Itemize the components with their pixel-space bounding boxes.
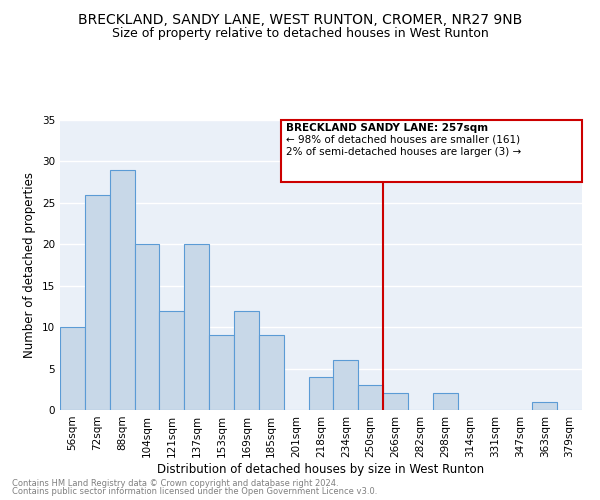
Text: Contains public sector information licensed under the Open Government Licence v3: Contains public sector information licen…	[12, 487, 377, 496]
Text: BRECKLAND, SANDY LANE, WEST RUNTON, CROMER, NR27 9NB: BRECKLAND, SANDY LANE, WEST RUNTON, CROM…	[78, 12, 522, 26]
Bar	[234, 310, 259, 410]
Bar	[308, 377, 334, 410]
Bar	[383, 394, 408, 410]
Text: BRECKLAND SANDY LANE: 257sqm: BRECKLAND SANDY LANE: 257sqm	[286, 124, 488, 134]
Text: Size of property relative to detached houses in West Runton: Size of property relative to detached ho…	[112, 28, 488, 40]
Bar	[85, 194, 110, 410]
Bar	[184, 244, 209, 410]
Bar	[532, 402, 557, 410]
Bar	[209, 336, 234, 410]
Y-axis label: Number of detached properties: Number of detached properties	[23, 172, 37, 358]
Bar	[358, 385, 383, 410]
X-axis label: Distribution of detached houses by size in West Runton: Distribution of detached houses by size …	[157, 462, 485, 475]
Bar	[60, 327, 85, 410]
Bar	[160, 310, 184, 410]
Bar	[433, 394, 458, 410]
Bar	[334, 360, 358, 410]
FancyBboxPatch shape	[281, 120, 582, 182]
Bar	[134, 244, 160, 410]
Text: ← 98% of detached houses are smaller (161): ← 98% of detached houses are smaller (16…	[286, 135, 520, 145]
Text: 2% of semi-detached houses are larger (3) →: 2% of semi-detached houses are larger (3…	[286, 146, 521, 156]
Text: Contains HM Land Registry data © Crown copyright and database right 2024.: Contains HM Land Registry data © Crown c…	[12, 478, 338, 488]
Bar	[110, 170, 134, 410]
Bar	[259, 336, 284, 410]
